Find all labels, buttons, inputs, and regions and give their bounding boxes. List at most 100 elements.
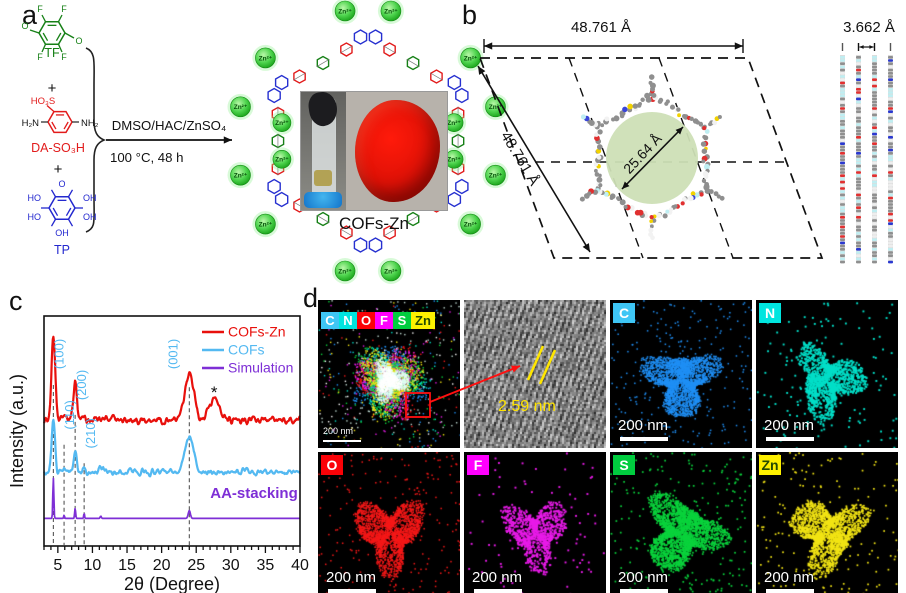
layer-atom	[840, 120, 845, 123]
framework-atom	[651, 92, 657, 98]
layer-atom	[856, 113, 861, 117]
scale-bar	[620, 437, 668, 441]
tp-unit	[455, 178, 469, 195]
layer-atom	[888, 81, 893, 85]
layer-atom	[856, 235, 861, 238]
layer-atom	[872, 209, 877, 213]
layer-atom	[872, 174, 877, 177]
tp-bond	[50, 189, 57, 198]
layer-atom	[888, 171, 893, 174]
layer-atom	[872, 81, 877, 85]
layer-atom	[840, 148, 845, 152]
framework-atom	[702, 125, 707, 131]
linker-bond	[339, 228, 353, 237]
layer-atom	[856, 142, 861, 145]
framework-atom	[699, 192, 704, 197]
layer-atom	[840, 145, 845, 149]
layer-atom	[840, 94, 845, 97]
layer-atom	[888, 219, 893, 222]
series-COFs	[42, 418, 301, 478]
layer-atom	[888, 251, 893, 254]
tp-bond	[50, 218, 57, 227]
double-bond	[52, 207, 59, 216]
layer-atom	[840, 65, 845, 69]
layer-atom	[856, 193, 861, 197]
layer-atom	[840, 219, 845, 222]
scale-bar	[766, 437, 814, 441]
zn-ion-label: Zn²⁺	[275, 157, 289, 164]
layer-atom	[888, 139, 893, 142]
f-bond	[41, 44, 47, 53]
vial-photo	[301, 92, 346, 210]
strip-element-C: C	[321, 312, 339, 329]
layer-atom	[888, 120, 893, 123]
tf-name: TF	[44, 46, 60, 60]
eds-panel: C N O F S Zn 200 nm 2.59 nm C 200 nm N 200 nm…	[306, 290, 906, 593]
layer-atom	[872, 238, 877, 241]
da-name: DA-SO₃H	[31, 141, 85, 155]
framework-atom	[638, 102, 642, 106]
layer-atom	[872, 203, 877, 206]
eds-composite-tile: C N O F S Zn 200 nm	[318, 300, 460, 448]
layer-atom	[840, 72, 845, 75]
framework-atom	[596, 176, 603, 183]
layer-atom	[888, 123, 893, 126]
layer-atom	[840, 139, 845, 142]
layer-atom	[888, 187, 893, 190]
layer-atom	[888, 248, 893, 251]
arrow-head	[734, 42, 743, 50]
scheme-decor: Zn²⁺ Zn²⁺ Zn²⁺ Zn²⁺ Zn²⁺ Zn²⁺ Zn²⁺ Zn²⁺ Zn²⁺ Zn²⁺…	[29, 0, 893, 284]
framework-atom	[632, 103, 638, 109]
eds-map-O: O 200 nm	[318, 452, 460, 593]
eds-map-canvas-N	[756, 300, 898, 448]
layer-atom	[872, 161, 877, 165]
layer-atom	[872, 158, 877, 161]
panel-c-label: c	[9, 286, 23, 316]
layer-atom	[840, 129, 845, 133]
layer-atom	[856, 238, 861, 241]
layer-atom	[872, 120, 877, 123]
layer-atom	[840, 248, 845, 251]
layer-atom	[888, 110, 893, 113]
layer-atom	[856, 116, 861, 120]
framework-atom	[648, 74, 655, 80]
layer-atom	[856, 177, 861, 181]
layer-atom	[840, 116, 845, 120]
zn-ion-label: Zn²⁺	[338, 268, 352, 275]
layer-atom	[872, 190, 877, 193]
framework-atom	[701, 159, 706, 164]
strip-element-Zn: Zn	[411, 312, 435, 329]
layer-atom	[856, 59, 861, 62]
layer-atom	[856, 136, 861, 139]
framework-atom	[656, 212, 662, 219]
framework-atom	[680, 201, 685, 206]
plus-sign: +	[48, 80, 57, 97]
cho-bond	[64, 32, 75, 39]
diagonal-dimension-arrow	[477, 65, 591, 253]
double-bond	[51, 121, 57, 130]
stacking-annotation: AA-stacking	[210, 485, 298, 502]
zn-ion-label: Zn²⁺	[447, 120, 461, 127]
layer-atom	[840, 100, 845, 104]
layer-atom	[888, 62, 893, 65]
layer-atom	[888, 113, 893, 117]
framework-atom	[664, 101, 669, 106]
framework-atom	[598, 183, 603, 188]
hrtem-canvas	[464, 300, 606, 448]
framework-atom	[604, 116, 610, 122]
da-amine-right: NH₂	[81, 118, 99, 129]
layer-atom	[888, 164, 893, 168]
layer-atom	[856, 196, 861, 200]
layer-atom	[856, 228, 861, 232]
arrow-head	[223, 136, 232, 144]
framework-atom	[622, 106, 628, 113]
peak-label: (210)	[83, 418, 98, 448]
layer-atom	[888, 126, 893, 129]
tp-unit	[447, 74, 462, 91]
framework-atom	[594, 135, 600, 141]
x-tick-label: 20	[153, 557, 171, 574]
layer-atom	[872, 59, 877, 62]
layer-atom	[856, 260, 861, 264]
layer-atom	[872, 56, 877, 59]
layer-atom	[856, 139, 861, 142]
